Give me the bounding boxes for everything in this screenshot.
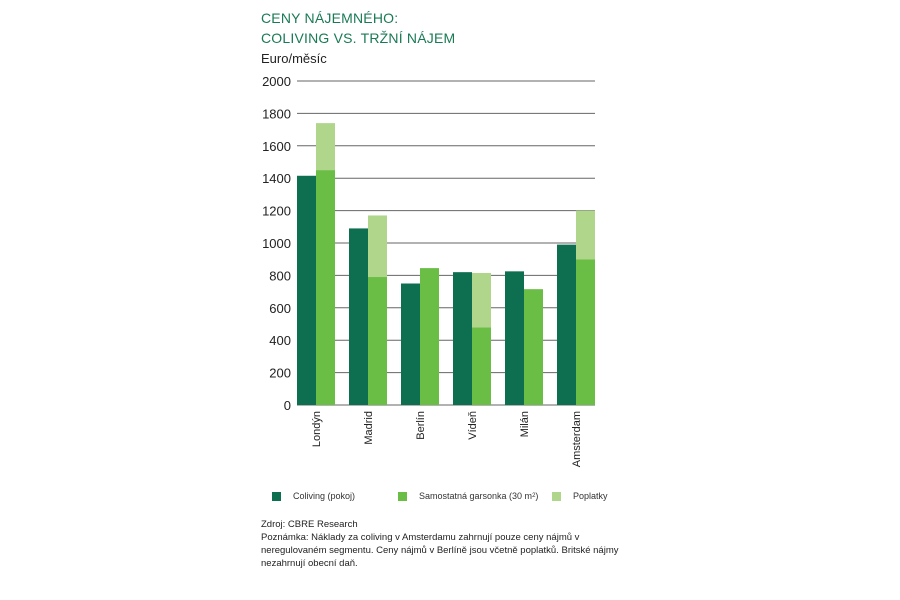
x-tick-label: Berlín <box>415 411 427 440</box>
bar-b-2 <box>420 268 439 405</box>
y-tick-label: 1000 <box>262 236 291 251</box>
y-tick-label: 600 <box>269 301 291 316</box>
y-tick-label: 0 <box>284 398 291 413</box>
bar-b-0 <box>316 170 335 405</box>
bar-a-0 <box>297 175 316 405</box>
legend-label: Coliving (pokoj) <box>293 491 356 501</box>
bar-a-2 <box>401 283 420 405</box>
bar-a-4 <box>505 271 524 405</box>
y-tick-label: 800 <box>269 268 291 283</box>
legend-superscript: 2 <box>532 493 536 499</box>
bar-b-1 <box>368 277 387 405</box>
legend-label: Samostatná garsonka (30 m <box>419 491 533 501</box>
y-tick-label: 1800 <box>262 106 291 121</box>
bar-b-5 <box>576 210 595 260</box>
y-axis-label: Euro/měsíc <box>261 51 327 66</box>
legend-label: Poplatky <box>573 491 608 501</box>
bar-a-1 <box>349 228 368 405</box>
bar-b-3 <box>472 272 491 328</box>
x-tick-label: Amsterdam <box>571 411 583 467</box>
bar-b-0 <box>316 123 335 171</box>
x-tick-label: Vídeň <box>467 411 479 440</box>
bar-a-5 <box>557 244 576 405</box>
bar-b-4 <box>524 289 543 405</box>
chart-title-line-1: CENY NÁJEMNÉHO: <box>261 10 399 26</box>
footnote: Poznámka: Náklady za coliving v Amsterda… <box>261 532 619 569</box>
y-tick-label: 2000 <box>262 74 291 89</box>
legend-swatch <box>398 491 407 501</box>
source-note: Zdroj: CBRE Research <box>261 519 358 530</box>
legend-item-coliving: Coliving (pokoj) <box>272 491 355 501</box>
legend-item-garsonka: Samostatná garsonka (30 m 2) <box>398 491 538 501</box>
y-tick-label: 1600 <box>262 139 291 154</box>
x-tick-label: Milán <box>519 411 531 437</box>
bar-b-1 <box>368 215 387 278</box>
x-tick-label: Madrid <box>363 411 375 445</box>
bar-b-3 <box>472 327 491 405</box>
notes: Zdroj: CBRE Research Poznámka: Náklady z… <box>261 518 621 570</box>
y-tick-label: 1200 <box>262 204 291 219</box>
bar-b-5 <box>576 259 595 405</box>
legend-label-close: ) <box>535 491 539 501</box>
bar-a-3 <box>453 272 472 405</box>
x-tick-label: Londýn <box>311 411 323 447</box>
y-tick-label: 1400 <box>262 171 291 186</box>
legend-swatch <box>552 491 561 501</box>
legend-item-poplatky: Poplatky <box>552 491 608 501</box>
chart-title-line-2: COLIVING VS. TRŽNÍ NÁJEM <box>261 30 456 46</box>
y-tick-label: 400 <box>269 333 291 348</box>
legend-swatch <box>272 491 281 501</box>
y-tick-label: 200 <box>269 366 291 381</box>
